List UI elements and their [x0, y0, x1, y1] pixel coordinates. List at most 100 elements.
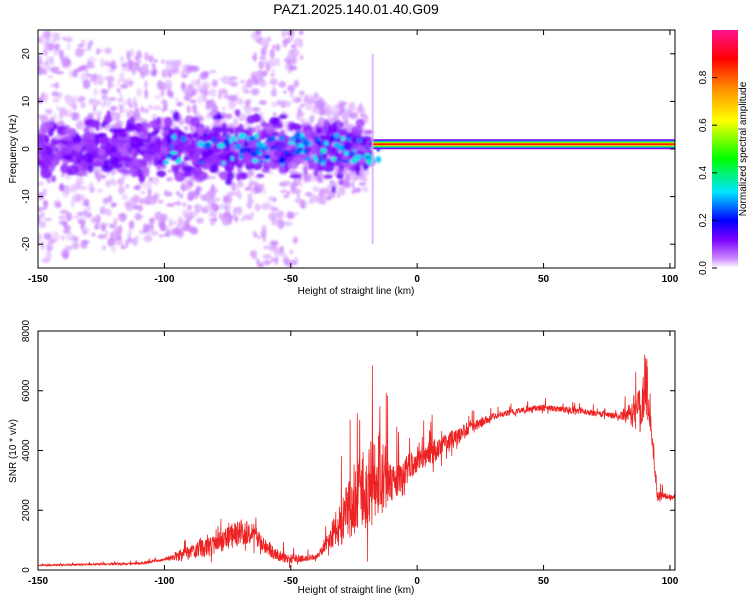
- noise-blob: [45, 56, 52, 63]
- noise-blob: [168, 61, 174, 67]
- signal-blob: [118, 130, 128, 139]
- noise-blob: [144, 88, 148, 99]
- noise-blob: [54, 81, 60, 90]
- noise-blob: [149, 217, 155, 224]
- noise-blob: [207, 112, 215, 116]
- noise-blob: [139, 183, 144, 189]
- signal-blob: [274, 122, 284, 129]
- signal-blob: [247, 147, 252, 153]
- noise-blob: [168, 218, 173, 228]
- signal-blob: [323, 141, 329, 146]
- noise-blob: [232, 117, 239, 128]
- noise-blob: [201, 93, 207, 102]
- signal-blob: [238, 133, 247, 140]
- noise-blob: [113, 217, 118, 228]
- noise-blob: [91, 232, 96, 237]
- noise-blob: [116, 88, 121, 93]
- colorbar-label: Normalized spectral amplitude: [738, 81, 749, 216]
- noise-blob: [332, 171, 338, 177]
- noise-blob: [271, 101, 277, 108]
- noise-blob: [247, 184, 252, 190]
- noise-blob: [261, 224, 267, 235]
- signal-blob: [362, 162, 369, 171]
- noise-blob: [259, 183, 265, 190]
- noise-blob: [276, 57, 280, 67]
- noise-blob: [125, 184, 130, 189]
- signal-blob: [146, 146, 158, 155]
- noise-blob: [176, 101, 183, 107]
- noise-blob: [271, 68, 276, 74]
- signal-blob: [233, 137, 239, 142]
- signal-blob: [211, 137, 218, 143]
- noise-blob: [62, 229, 71, 234]
- x-tick-label: -100: [154, 274, 174, 285]
- noise-blob: [43, 232, 52, 240]
- signal-blob: [303, 165, 308, 175]
- signal-blob: [156, 170, 167, 178]
- signal-blob: [313, 169, 319, 177]
- noise-blob: [180, 182, 187, 192]
- signal-blob: [340, 159, 349, 163]
- noise-blob: [38, 181, 45, 186]
- signal-blob: [223, 138, 230, 146]
- signal-blob: [57, 125, 66, 132]
- noise-blob: [49, 55, 54, 66]
- signal-blob: [347, 134, 351, 139]
- signal-blob: [362, 155, 367, 160]
- noise-blob: [45, 250, 52, 261]
- noise-blob: [211, 87, 217, 97]
- signal-blob: [197, 140, 205, 148]
- snr-series-line: [38, 354, 675, 569]
- noise-blob: [299, 111, 305, 117]
- signal-blob: [337, 144, 346, 152]
- signal-blob: [348, 151, 355, 156]
- noise-blob: [119, 104, 124, 115]
- x-tick-label: -100: [154, 576, 174, 587]
- noise-blob: [251, 199, 255, 203]
- noise-blob: [328, 117, 336, 124]
- signal-blob: [180, 136, 187, 143]
- noise-blob: [273, 112, 277, 117]
- signal-blob: [45, 120, 54, 129]
- signal-blob: [317, 139, 321, 146]
- noise-blob: [291, 182, 297, 189]
- noise-blob: [269, 78, 278, 86]
- noise-blob: [275, 43, 281, 52]
- noise-blob: [55, 201, 62, 208]
- signal-blob: [202, 144, 211, 148]
- signal-blob: [340, 135, 346, 142]
- noise-blob: [166, 176, 173, 182]
- noise-blob: [42, 64, 52, 71]
- noise-blob: [42, 48, 49, 57]
- signal-blob: [66, 164, 79, 176]
- noise-blob: [62, 220, 68, 228]
- noise-blob: [78, 185, 88, 191]
- signal-blob: [169, 150, 178, 155]
- signal-blob: [98, 148, 105, 157]
- noise-blob: [293, 79, 299, 88]
- noise-blob: [86, 205, 92, 212]
- noise-blob: [279, 189, 288, 194]
- signal-blob: [130, 166, 139, 178]
- signal-blob: [101, 164, 113, 173]
- noise-blob: [299, 91, 305, 95]
- noise-blob: [74, 242, 80, 250]
- noise-blob: [208, 175, 217, 180]
- noise-blob: [117, 217, 124, 221]
- noise-blob: [201, 81, 211, 90]
- noise-blob: [80, 72, 86, 82]
- signal-blob: [170, 143, 174, 150]
- noise-blob: [269, 258, 275, 264]
- x-tick-label: -150: [28, 576, 48, 587]
- noise-blob: [301, 203, 305, 209]
- noise-blob: [132, 194, 141, 204]
- signal-blob: [277, 145, 281, 152]
- noise-blob: [151, 113, 158, 120]
- noise-blob: [38, 206, 42, 213]
- noise-blob: [350, 111, 359, 120]
- noise-blob: [38, 97, 44, 105]
- noise-blob: [109, 105, 118, 112]
- noise-blob: [252, 230, 257, 236]
